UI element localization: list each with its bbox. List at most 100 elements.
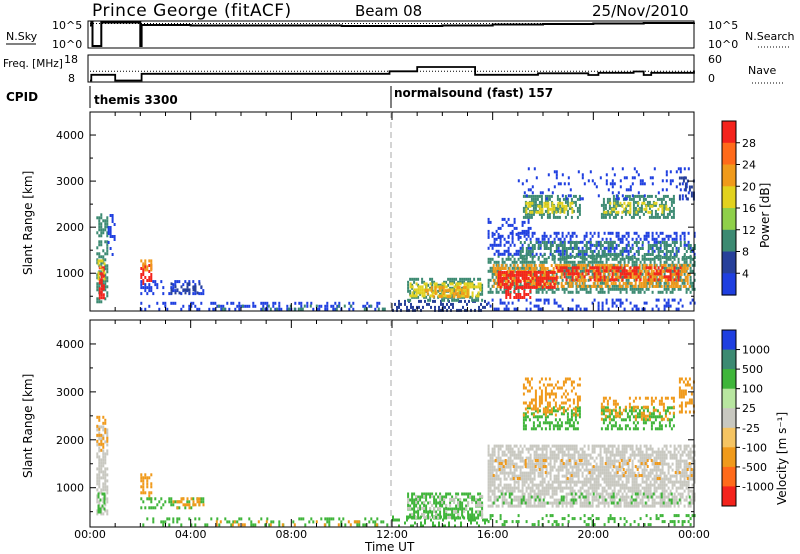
heatmap-cell xyxy=(642,282,645,285)
heatmap-cell xyxy=(525,480,528,484)
heatmap-cell xyxy=(547,256,550,259)
heatmap-cell xyxy=(543,489,546,493)
heatmap-cell xyxy=(675,272,678,276)
heatmap-cell xyxy=(539,471,542,475)
heatmap-cell xyxy=(605,266,608,270)
heatmap-cell xyxy=(551,501,554,505)
heatmap-cell xyxy=(529,462,532,466)
heatmap-cell xyxy=(591,256,594,259)
heatmap-cell xyxy=(613,263,616,267)
heatmap-cell xyxy=(364,304,367,308)
heatmap-cell xyxy=(511,489,514,493)
heatmap-cell xyxy=(423,492,426,496)
heatmap-cell xyxy=(555,275,558,279)
heatmap-cell xyxy=(214,307,217,311)
heatmap-cell xyxy=(511,266,514,270)
heatmap-cell xyxy=(579,275,582,279)
heatmap-cell xyxy=(673,266,676,270)
heatmap-cell xyxy=(660,197,663,201)
heatmap-cell xyxy=(665,260,668,264)
heatmap-cell xyxy=(267,304,270,308)
heatmap-cell xyxy=(489,456,492,460)
heatmap-cell xyxy=(491,489,494,493)
heatmap-cell xyxy=(100,442,103,446)
heatmap-cell xyxy=(559,486,562,490)
heatmap-cell xyxy=(633,241,636,244)
heatmap-cell xyxy=(150,265,153,269)
heatmap-cell xyxy=(653,256,656,259)
heatmap-cell xyxy=(571,489,574,493)
heatmap-cell xyxy=(513,480,516,484)
heatmap-cell xyxy=(547,301,550,305)
heatmap-cell xyxy=(603,231,606,235)
heatmap-cell xyxy=(605,269,608,273)
heatmap-cell xyxy=(533,273,536,277)
heatmap-cell xyxy=(541,191,544,195)
heatmap-cell xyxy=(638,285,641,288)
heatmap-cell xyxy=(142,279,145,282)
heatmap-cell xyxy=(428,302,430,306)
colorbar-tick-label: 28 xyxy=(742,137,756,150)
heatmap-cell xyxy=(649,210,652,214)
heatmap-cell xyxy=(560,276,563,279)
heatmap-cell xyxy=(487,220,490,224)
heatmap-cell xyxy=(561,287,564,291)
heatmap-cell xyxy=(641,201,644,205)
heatmap-cell xyxy=(493,489,496,493)
heatmap-cell xyxy=(659,254,662,258)
heatmap-cell xyxy=(503,468,506,472)
heatmap-cell xyxy=(404,299,406,303)
heatmap-cell xyxy=(459,282,462,286)
heatmap-cell xyxy=(513,456,516,460)
heatmap-cell xyxy=(682,179,685,183)
heatmap-cell xyxy=(537,276,540,280)
heatmap-cell xyxy=(582,279,585,282)
heatmap-cell xyxy=(561,465,564,469)
heatmap-cell xyxy=(539,447,542,451)
heatmap-cell xyxy=(417,285,420,289)
heatmap-cell xyxy=(481,292,484,296)
heatmap-cell xyxy=(531,444,534,448)
heatmap-cell xyxy=(643,257,646,261)
heatmap-cell xyxy=(567,471,570,475)
heatmap-cell xyxy=(431,294,434,298)
heatmap-cell xyxy=(505,273,508,277)
heatmap-cell xyxy=(439,292,442,296)
heatmap-cell xyxy=(142,273,145,276)
heatmap-cell xyxy=(476,521,478,525)
heatmap-cell xyxy=(430,289,433,293)
heatmap-cell xyxy=(99,498,102,502)
heatmap-cell xyxy=(152,292,155,296)
heatmap-cell xyxy=(113,223,116,226)
heatmap-cell xyxy=(563,450,566,454)
heatmap-cell xyxy=(657,207,660,211)
heatmap-cell xyxy=(612,197,615,201)
heatmap-cell xyxy=(581,256,584,259)
heatmap-cell xyxy=(503,520,506,524)
heatmap-cell xyxy=(499,240,502,244)
heatmap-cell xyxy=(491,465,494,469)
heatmap-cell xyxy=(497,226,500,230)
heatmap-cell xyxy=(662,215,665,219)
heatmap-cell xyxy=(610,209,613,213)
heatmap-cell xyxy=(543,456,546,460)
heatmap-cell xyxy=(464,286,467,290)
heatmap-cell xyxy=(553,257,556,261)
heatmap-cell xyxy=(472,518,474,522)
heatmap-cell xyxy=(140,307,143,311)
heatmap-cell xyxy=(497,477,500,481)
heatmap-cell xyxy=(553,492,556,496)
heatmap-cell xyxy=(521,465,524,469)
heatmap-cell xyxy=(533,498,536,502)
heatmap-cell xyxy=(669,263,672,267)
heatmap-cell xyxy=(533,468,536,472)
heatmap-cell xyxy=(494,270,497,273)
heatmap-cell xyxy=(96,297,99,301)
heatmap-cell xyxy=(693,252,696,256)
power-cbar-label: Power [dB] xyxy=(758,183,772,248)
heatmap-cell xyxy=(559,489,562,493)
heatmap-cell xyxy=(140,280,143,284)
heatmap-cell xyxy=(665,170,668,174)
heatmap-cell xyxy=(516,264,519,267)
heatmap-cell xyxy=(649,247,652,250)
